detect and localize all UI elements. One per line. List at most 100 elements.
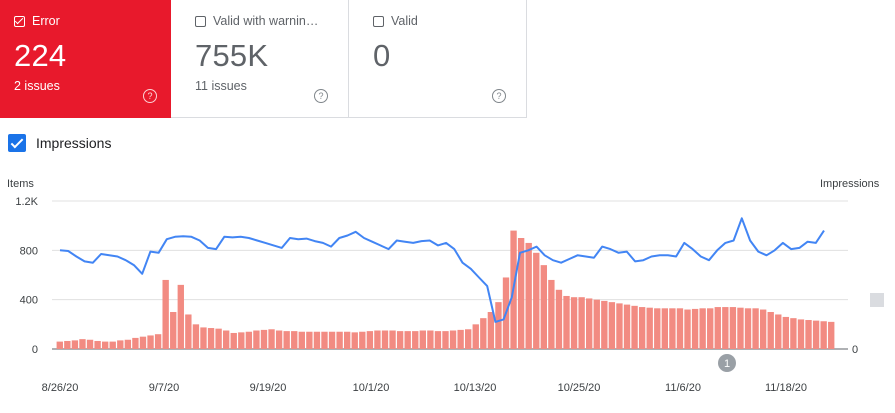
bar xyxy=(495,302,502,349)
warning-card[interactable]: Valid with warnin… 755K 11 issues ? xyxy=(171,0,349,118)
valid-card[interactable]: Valid 0 ? xyxy=(349,0,527,118)
bar xyxy=(101,341,109,349)
y-tick-label: 800 xyxy=(20,245,38,257)
bar xyxy=(820,321,827,349)
checkbox-checked-icon[interactable] xyxy=(8,134,26,152)
bar xyxy=(245,331,253,349)
bar xyxy=(222,330,230,349)
bar xyxy=(124,339,132,349)
bar xyxy=(563,295,570,349)
impressions-toggle[interactable]: Impressions xyxy=(8,134,111,152)
bar xyxy=(517,238,525,349)
bar xyxy=(646,307,653,349)
annotation-marker xyxy=(718,354,736,372)
checkbox-unchecked-icon[interactable] xyxy=(373,15,384,27)
bar xyxy=(449,330,457,349)
bar xyxy=(359,331,366,349)
bar xyxy=(797,319,805,349)
help-icon[interactable]: ? xyxy=(143,89,157,103)
bar xyxy=(744,308,752,349)
bar xyxy=(707,308,714,349)
checkbox-checked-icon[interactable] xyxy=(14,15,25,27)
bar xyxy=(578,297,585,349)
right-axis-title: Impressions xyxy=(820,178,880,190)
bar xyxy=(525,242,532,349)
bar xyxy=(601,300,608,349)
bar xyxy=(828,321,835,349)
bar xyxy=(487,312,495,349)
coverage-chart: 1.2K 800 400 0 0 1 8/26/20 9/7/20 9/19/20 10/1/20… xyxy=(15,196,884,394)
left-axis-title: Items xyxy=(7,178,34,190)
bar xyxy=(177,284,184,349)
x-tick-label: 8/26/20 xyxy=(42,382,79,394)
bar xyxy=(805,320,812,349)
bar xyxy=(215,328,222,349)
bar xyxy=(185,314,192,349)
bar xyxy=(480,318,487,349)
bar xyxy=(328,331,336,349)
bar xyxy=(767,312,774,349)
error-card-label: Error xyxy=(32,14,60,28)
bar xyxy=(404,331,411,349)
x-tick-label: 10/1/20 xyxy=(353,382,390,394)
bar xyxy=(752,308,759,349)
bar xyxy=(616,303,623,349)
bar xyxy=(775,314,782,349)
checkbox-unchecked-icon[interactable] xyxy=(195,15,206,27)
bar xyxy=(366,331,374,349)
error-issues: 2 issues xyxy=(14,79,60,93)
bar xyxy=(442,331,449,349)
warning-card-header: Valid with warnin… xyxy=(195,14,318,28)
status-cards: Error 224 2 issues ? Valid with warnin… … xyxy=(0,0,530,118)
bar xyxy=(427,330,434,349)
bar xyxy=(638,307,646,349)
x-tick-label: 10/25/20 xyxy=(558,382,601,394)
bar xyxy=(192,324,200,349)
bar xyxy=(117,340,124,349)
error-card-header: Error xyxy=(14,14,60,28)
bar xyxy=(570,297,578,349)
x-tick-label: 10/13/20 xyxy=(454,382,497,394)
bar xyxy=(608,302,616,349)
bar xyxy=(64,340,71,349)
bar xyxy=(268,329,275,349)
bar xyxy=(79,339,86,349)
y-tick-label: 1.2K xyxy=(15,196,38,208)
x-tick-label: 11/6/20 xyxy=(665,382,701,394)
bar xyxy=(737,307,744,349)
bar xyxy=(283,331,290,349)
bar xyxy=(291,331,298,349)
error-card[interactable]: Error 224 2 issues ? xyxy=(0,0,171,118)
bar xyxy=(94,340,101,349)
bar xyxy=(275,330,283,349)
impressions-label: Impressions xyxy=(36,135,112,151)
bar xyxy=(207,328,215,349)
bar xyxy=(238,332,245,349)
bar xyxy=(465,329,472,349)
bar xyxy=(782,316,790,349)
bar xyxy=(412,331,419,349)
bar xyxy=(351,332,358,349)
bar xyxy=(722,307,729,349)
bar xyxy=(699,308,706,349)
help-icon[interactable]: ? xyxy=(492,89,506,103)
bar xyxy=(691,308,699,349)
bar xyxy=(684,309,691,349)
bar xyxy=(253,330,260,349)
bar xyxy=(457,329,464,349)
valid-card-label: Valid xyxy=(391,14,418,28)
valid-card-header: Valid xyxy=(373,14,418,28)
bar xyxy=(298,331,305,349)
bar xyxy=(230,332,237,349)
bar xyxy=(676,308,684,349)
bar xyxy=(759,309,767,349)
annotation-label: 1 xyxy=(724,358,730,370)
bar xyxy=(812,320,820,349)
bar xyxy=(86,339,94,349)
y-tick-label: 400 xyxy=(20,295,38,307)
x-tick-label: 9/19/20 xyxy=(250,382,287,394)
bar xyxy=(132,337,139,349)
help-icon[interactable]: ? xyxy=(314,89,328,103)
bar xyxy=(306,331,313,349)
bar xyxy=(162,279,169,349)
